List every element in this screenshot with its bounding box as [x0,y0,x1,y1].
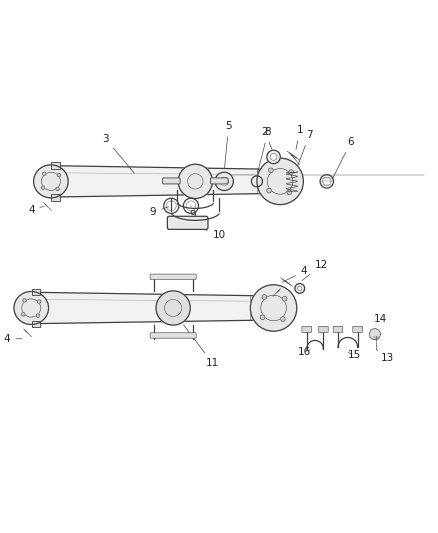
Text: 12: 12 [302,260,328,280]
Circle shape [268,168,273,173]
FancyBboxPatch shape [302,326,311,333]
Ellipse shape [34,165,68,198]
Text: 9: 9 [150,207,169,217]
FancyBboxPatch shape [353,326,362,333]
Circle shape [260,315,265,320]
Text: 1: 1 [296,125,303,150]
Circle shape [41,186,45,189]
FancyBboxPatch shape [211,178,228,184]
Circle shape [270,154,277,160]
FancyBboxPatch shape [162,178,180,184]
Circle shape [267,188,272,193]
Text: 10: 10 [194,225,226,240]
Polygon shape [31,292,258,324]
Text: 13: 13 [376,350,394,363]
Circle shape [282,296,287,301]
Polygon shape [51,194,60,201]
FancyBboxPatch shape [150,333,196,338]
Circle shape [38,300,41,303]
Ellipse shape [14,292,49,325]
Text: 14: 14 [374,314,387,336]
Text: 4: 4 [28,205,44,215]
Circle shape [56,187,59,191]
Text: 8: 8 [258,127,271,173]
Circle shape [289,170,293,174]
Ellipse shape [156,291,190,325]
Circle shape [280,317,285,321]
Text: 9: 9 [190,206,197,220]
Circle shape [220,177,229,185]
Text: 11: 11 [184,325,219,368]
Circle shape [295,284,305,293]
Circle shape [57,173,60,177]
Circle shape [287,190,292,195]
Text: 3: 3 [102,134,134,173]
FancyBboxPatch shape [318,326,328,333]
FancyBboxPatch shape [333,326,343,333]
Circle shape [42,172,46,175]
Text: 15: 15 [348,350,361,360]
Circle shape [297,286,302,290]
Text: 2: 2 [261,126,272,151]
Circle shape [267,150,280,164]
FancyBboxPatch shape [167,216,208,229]
Circle shape [36,314,40,317]
Ellipse shape [251,285,297,331]
Circle shape [23,298,26,302]
Polygon shape [32,321,40,327]
Ellipse shape [257,158,304,205]
Circle shape [21,313,25,316]
Text: 7: 7 [293,130,313,179]
Text: 5: 5 [224,122,232,169]
Text: 4: 4 [4,334,22,344]
Text: 4: 4 [282,266,307,282]
Polygon shape [51,166,265,197]
FancyBboxPatch shape [150,274,196,279]
Circle shape [262,295,267,299]
Circle shape [215,172,233,190]
Text: 6: 6 [332,137,354,179]
Text: 16: 16 [297,347,311,357]
Ellipse shape [178,164,212,198]
Circle shape [369,329,380,340]
Polygon shape [51,162,60,168]
Polygon shape [32,289,40,295]
